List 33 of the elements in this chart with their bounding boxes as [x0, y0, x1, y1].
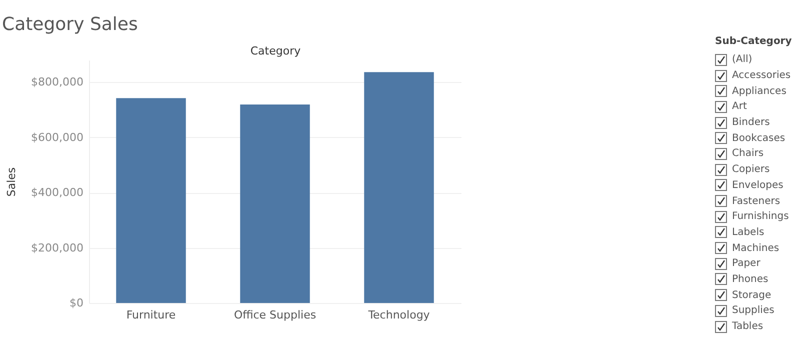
x-axis-title: Category [250, 44, 302, 58]
text: Paper [732, 258, 760, 270]
text: Supplies [732, 305, 774, 316]
y-axis-title: Sales [5, 167, 18, 197]
y-tick-label: $400,000 [31, 186, 84, 200]
chart-title: Category Sales [2, 14, 138, 35]
text: Fasteners [732, 196, 780, 207]
text: Machines [732, 242, 780, 254]
x-tick-label: Technology [367, 308, 430, 322]
y-tick-label: $800,000 [31, 76, 84, 89]
text: (All) [732, 54, 752, 66]
bar [364, 72, 434, 303]
x-tick-label: Office Supplies [234, 308, 316, 322]
text: Copiers [732, 164, 770, 176]
text: Storage [732, 290, 772, 301]
text: Bookcases [732, 132, 786, 144]
text: Accessories [732, 70, 791, 82]
bar [116, 98, 186, 303]
y-tick-label: $200,000 [31, 241, 84, 254]
text: Art [732, 101, 747, 112]
bar [240, 104, 310, 303]
y-tick-label: $600,000 [31, 130, 84, 144]
x-tick-label: Furniture [126, 308, 176, 322]
y-tick-label: $0 [70, 296, 84, 310]
text: Envelopes [732, 180, 784, 191]
text: Furnishings [732, 211, 789, 222]
text: Phones [732, 274, 768, 285]
text: Binders [732, 117, 770, 128]
text: Tables [732, 321, 764, 332]
text: Appliances [732, 86, 786, 97]
text: Sub-Category [715, 36, 792, 49]
text: Chairs [732, 148, 764, 160]
text: Labels [732, 226, 764, 238]
